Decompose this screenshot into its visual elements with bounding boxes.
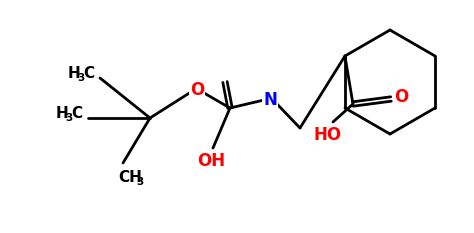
Text: HO: HO: [314, 126, 342, 144]
Text: C: C: [83, 65, 94, 80]
Text: 3: 3: [65, 113, 72, 123]
Text: 3: 3: [136, 177, 143, 187]
Text: CH: CH: [118, 169, 142, 185]
Text: O: O: [190, 81, 204, 99]
Text: H: H: [56, 106, 69, 120]
Text: C: C: [71, 106, 82, 120]
Text: 3: 3: [77, 73, 84, 83]
Text: O: O: [394, 88, 408, 106]
Text: H: H: [68, 65, 81, 80]
Text: OH: OH: [197, 152, 225, 170]
Text: N: N: [263, 91, 277, 109]
